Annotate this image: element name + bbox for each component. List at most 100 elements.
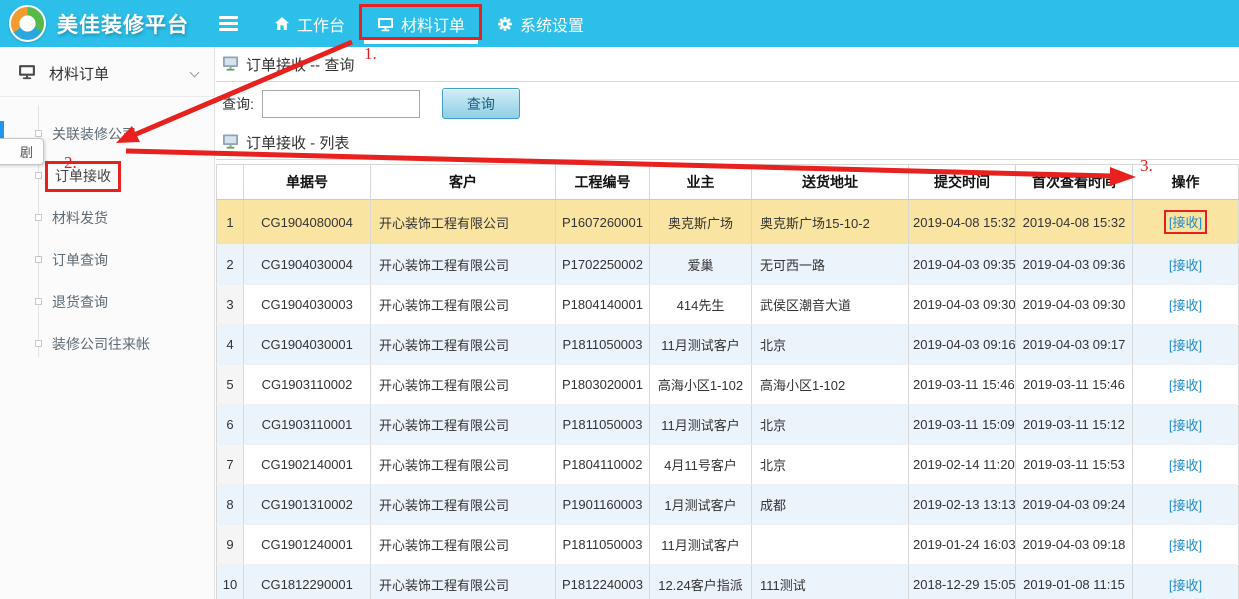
cell-project-no: P1811050003 [555,404,650,445]
receive-action-link[interactable]: [接收] [1168,538,1203,553]
cell-doc-no: CG1904030001 [243,324,371,365]
table-row[interactable]: 3 CG1904030003 开心装饰工程有限公司 P1804140001 414先生武… [216,284,1239,325]
cell-first-view-time: 2019-03-11 15:46 [1015,364,1133,405]
cell-action: [接收] [1132,524,1239,565]
section-title: 订单接收 - 列表 [246,135,350,152]
receive-action-link[interactable]: [接收] [1168,338,1203,353]
sidebar: 材料订单 关联装修公司订单接收材料发货订单查询退货查询装修公司往来帐 [0,47,215,599]
cell-owner: 11月测试客户 [649,324,752,365]
table-row[interactable]: 4 CG1904030001 开心装饰工程有限公司 P1811050003 11月测试客… [216,324,1239,365]
gear-icon [497,16,513,32]
cell-doc-no: CG1901310002 [243,484,371,525]
cell-submit-time: 2019-04-03 09:35 [908,244,1016,285]
cell-action: [接收] [1132,444,1239,485]
cell-first-view-time: 2019-01-08 11:15 [1015,564,1133,599]
cell-seq: 9 [216,524,244,565]
receive-action-link[interactable]: [接收] [1168,578,1203,593]
receive-action-link[interactable]: [接收] [1168,498,1203,513]
cell-action: [接收] [1132,284,1239,325]
sidebar-root-material-orders[interactable]: 材料订单 [0,47,214,96]
home-icon [274,16,290,32]
sidebar-item-label: 关联装修公司 [52,126,136,142]
cell-doc-no: CG1903110001 [243,404,371,445]
search-input[interactable] [261,89,420,118]
sidebar-item-label: 订单接收 [45,160,121,192]
nav-item-workbench[interactable]: 工作台 [258,0,361,47]
receive-action-link[interactable]: [接收] [1168,458,1203,473]
sidebar-item[interactable]: 退货查询 [0,281,214,323]
cell-seq: 5 [216,364,244,405]
cell-doc-no: CG1902140001 [243,444,371,485]
cell-seq: 7 [216,444,244,485]
table-row[interactable]: 1 CG1904080004 开心装饰工程有限公司 P1607260001 奥克斯广场奥… [216,199,1239,245]
cell-address: 北京 [751,444,909,485]
hamburger-menu-icon[interactable] [219,15,238,32]
sidebar-item[interactable]: 装修公司往来帐 [0,323,214,365]
cell-project-no: P1804110002 [555,444,650,485]
section-title: 订单接收 -- 查询 [246,57,355,74]
cell-doc-no: CG1904030004 [243,244,371,285]
column-header: 单据号 [243,164,371,200]
receive-action-link[interactable]: [接收] [1168,418,1203,433]
orders-table: 单据号 客户 工程编号 业主 送货地址 提交时间 首次查看时间 操作 1 CG190408000… [216,164,1239,599]
cell-customer: 开心装饰工程有限公司 [370,199,556,245]
cell-project-no: P1804140001 [555,284,650,325]
sidebar-item[interactable]: 订单接收 [0,155,214,197]
nav-item-material-orders[interactable]: 材料订单 [359,0,483,47]
receive-action-link[interactable]: [接收] [1163,210,1208,234]
table-row[interactable]: 7 CG1902140001 开心装饰工程有限公司 P1804110002 4月11号客… [216,444,1239,485]
table-row[interactable]: 9 CG1901240001 开心装饰工程有限公司 P1811050003 11月测试客… [216,524,1239,565]
table-row[interactable]: 6 CG1903110001 开心装饰工程有限公司 P1811050003 11月测试客… [216,404,1239,445]
cell-seq: 2 [216,244,244,285]
cell-address: 北京 [751,404,909,445]
main-content: 订单接收 -- 查询 查询: 查询 订单接收 - 列表 单据号 客户 工程编号 业主送… [216,47,1239,599]
cell-address: 北京 [751,324,909,365]
cell-action: [接收] [1132,199,1239,245]
table-row[interactable]: 5 CG1903110002 开心装饰工程有限公司 P1803020001 高海小区1-… [216,364,1239,405]
cell-action: [接收] [1132,404,1239,445]
sidebar-item[interactable]: 材料发货 [0,197,214,239]
tree-bullet-icon [35,256,42,263]
table-row[interactable]: 2 CG1904030004 开心装饰工程有限公司 P1702250002 爱巢 无可西一… [216,244,1239,285]
cell-first-view-time: 2019-04-03 09:17 [1015,324,1133,365]
column-header: 操作 [1132,164,1239,200]
cell-customer: 开心装饰工程有限公司 [370,484,556,525]
cell-project-no: P1803020001 [555,364,650,405]
nav-item-system-settings[interactable]: 系统设置 [481,0,600,47]
sidebar-item-label: 退货查询 [52,294,108,310]
cell-customer: 开心装饰工程有限公司 [370,404,556,445]
tree-guide-line [38,105,39,357]
cell-first-view-time: 2019-04-08 15:32 [1015,199,1133,245]
nav-item-label: 系统设置 [520,17,585,35]
cell-address: 111测试 [751,564,909,599]
sidebar-item[interactable]: 订单查询 [0,239,214,281]
cell-customer: 开心装饰工程有限公司 [370,564,556,599]
cell-project-no: P1607260001 [555,199,650,245]
cell-first-view-time: 2019-03-11 15:53 [1015,444,1133,485]
monitor-icon [222,55,239,75]
cell-submit-time: 2019-03-11 15:09 [908,404,1016,445]
brand-logo [9,5,46,42]
cell-seq: 8 [216,484,244,525]
cell-seq: 4 [216,324,244,365]
sidebar-item-label: 订单查询 [52,252,108,268]
sidebar-item-label: 材料发货 [52,210,108,226]
cell-customer: 开心装饰工程有限公司 [370,324,556,365]
tree-bullet-icon [35,214,42,221]
query-section-header: 订单接收 -- 查询 [216,47,1239,82]
receive-action-link[interactable]: [接收] [1168,378,1203,393]
table-row[interactable]: 8 CG1901310002 开心装饰工程有限公司 P1901160003 1月测试客户… [216,484,1239,525]
cell-submit-time: 2019-03-11 15:46 [908,364,1016,405]
search-button[interactable]: 查询 [441,88,520,119]
table-row[interactable]: 10 CG1812290001 开心装饰工程有限公司 P1812240003 12.24… [216,564,1239,599]
column-header: 业主 [649,164,752,200]
receive-action-link[interactable]: [接收] [1168,298,1203,313]
cell-owner: 11月测试客户 [649,524,752,565]
edge-highlight-stripe [0,121,4,146]
sidebar-item[interactable]: 关联装修公司 [0,113,214,155]
sidebar-root-label: 材料订单 [49,66,110,83]
cell-customer: 开心装饰工程有限公司 [370,444,556,485]
receive-action-link[interactable]: [接收] [1168,258,1203,273]
cell-owner: 爱巢 [649,244,752,285]
cell-project-no: P1702250002 [555,244,650,285]
